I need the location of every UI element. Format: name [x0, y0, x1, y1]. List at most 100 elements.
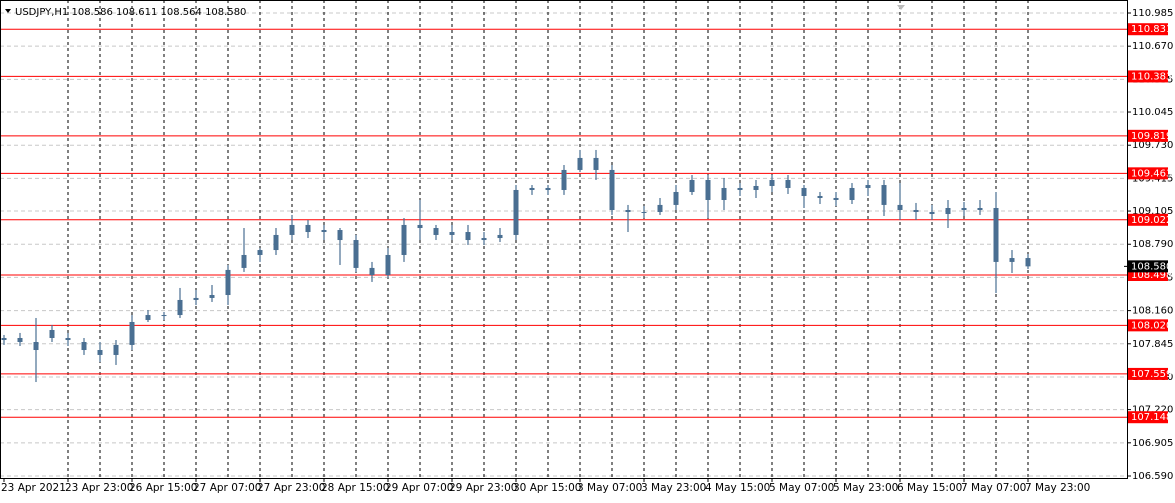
candle-body: [65, 337, 71, 340]
x-tick-label: 5 May 07:00: [769, 482, 834, 494]
candle-body: [657, 204, 663, 213]
candle-body: [353, 240, 359, 268]
candle-body: [1025, 258, 1031, 267]
candle-body: [417, 224, 423, 229]
candle-body: [129, 321, 135, 345]
candle-body: [273, 234, 279, 251]
level-label: 107.559: [1131, 369, 1172, 380]
y-tick-label: 110.670: [1132, 41, 1173, 52]
level-label-bg: [1128, 411, 1168, 424]
x-tick-label: 27 Apr 07:00: [193, 482, 261, 494]
candle-body: [449, 232, 455, 235]
candle-body: [913, 209, 919, 213]
candle-body: [993, 207, 999, 262]
candle-body: [113, 344, 119, 355]
grid: [0, 0, 1127, 478]
candle-body: [17, 337, 23, 342]
candle-body: [1009, 258, 1015, 262]
candle-body: [945, 207, 951, 215]
last-price-bg: [1128, 260, 1168, 273]
y-tick-label: 108.160: [1132, 306, 1173, 317]
x-tick-label: 3 May 23:00: [641, 482, 706, 494]
candle-body: [225, 269, 231, 296]
candle-body: [369, 267, 375, 275]
level-label-bg: [1128, 129, 1168, 142]
x-tick-label: 29 Apr 07:00: [385, 482, 453, 494]
level-label-bg: [1128, 367, 1168, 380]
level-label: 107.148: [1131, 412, 1172, 423]
y-tick-label: 110.045: [1132, 107, 1173, 118]
x-tick-label: 7 May 07:00: [961, 482, 1026, 494]
candle-body: [49, 329, 55, 338]
level-label-bg: [1128, 213, 1168, 226]
candle-body: [881, 185, 887, 205]
x-tick-label: 23 Apr 23:00: [65, 482, 133, 494]
level-label: 108.498: [1131, 270, 1172, 281]
level-label: 110.831: [1131, 24, 1172, 35]
x-tick-label: 4 May 15:00: [705, 482, 770, 494]
level-label: 109.819: [1131, 131, 1172, 142]
candle-body: [689, 179, 695, 192]
x-tick-label: 23 Apr 2021: [1, 482, 66, 494]
candle-body: [801, 187, 807, 196]
x-tick-label: 30 Apr 15:00: [513, 482, 581, 494]
level-label-bg: [1128, 23, 1168, 36]
candle-body: [209, 295, 215, 298]
level-label-bg: [1128, 319, 1168, 332]
candle-body: [785, 179, 791, 188]
candle-body: [177, 299, 183, 316]
candle-body: [145, 315, 151, 320]
candle-body: [817, 195, 823, 198]
candle-body: [529, 187, 535, 190]
menu-triangle[interactable]: [5, 9, 11, 13]
candle-body: [337, 230, 343, 241]
candle-body: [193, 297, 199, 300]
candle-body: [897, 204, 903, 210]
x-tick-label: 28 Apr 15:00: [321, 482, 389, 494]
level-label: 109.022: [1131, 215, 1172, 226]
level-label: 108.020: [1131, 320, 1172, 331]
chart-title: USDJPY,H1 108.586 108.611 108.564 108.58…: [15, 7, 246, 18]
candle-body: [321, 230, 327, 233]
candle-body: [385, 254, 391, 275]
level-label-bg: [1128, 167, 1168, 180]
candle-body: [561, 169, 567, 190]
x-tick-label: 5 May 23:00: [833, 482, 898, 494]
axes: 110.985110.670110.355110.045109.730109.4…: [1, 8, 1173, 494]
x-tick-label: 3 May 07:00: [577, 482, 642, 494]
level-label: 110.383: [1131, 71, 1172, 82]
candle-body: [545, 187, 551, 190]
y-tick-label: 109.730: [1132, 140, 1173, 151]
shift-marker: [897, 5, 905, 10]
x-tick-label: 26 Apr 15:00: [129, 482, 197, 494]
x-tick-label: 29 Apr 23:00: [449, 482, 517, 494]
candle-body: [161, 315, 167, 317]
candle-body: [513, 189, 519, 235]
y-tick-label: 108.790: [1132, 239, 1173, 250]
candle-body: [257, 250, 263, 255]
candle-body: [465, 232, 471, 241]
candle-body: [593, 157, 599, 170]
y-tick-label: 106.905: [1132, 438, 1173, 449]
candle-body: [1, 337, 7, 340]
candle-body: [577, 157, 583, 170]
candle-body: [849, 187, 855, 200]
candle-body: [481, 238, 487, 241]
level-label: 109.463: [1131, 168, 1172, 179]
candle-body: [609, 169, 615, 210]
plot-frame: [0, 0, 1128, 479]
candle-body: [497, 234, 503, 239]
candles: [1, 149, 1031, 383]
candle-body: [977, 207, 983, 210]
x-tick-label: 7 May 23:00: [1025, 482, 1090, 494]
y-tick-label: 109.105: [1132, 206, 1173, 217]
candle-body: [705, 179, 711, 200]
candle-body: [929, 212, 935, 215]
candle-body: [433, 228, 439, 235]
x-tick-label: 27 Apr 23:00: [257, 482, 325, 494]
x-tick-label: 6 May 15:00: [897, 482, 962, 494]
y-tick-label: 107.220: [1132, 405, 1173, 416]
candle-body: [673, 191, 679, 205]
